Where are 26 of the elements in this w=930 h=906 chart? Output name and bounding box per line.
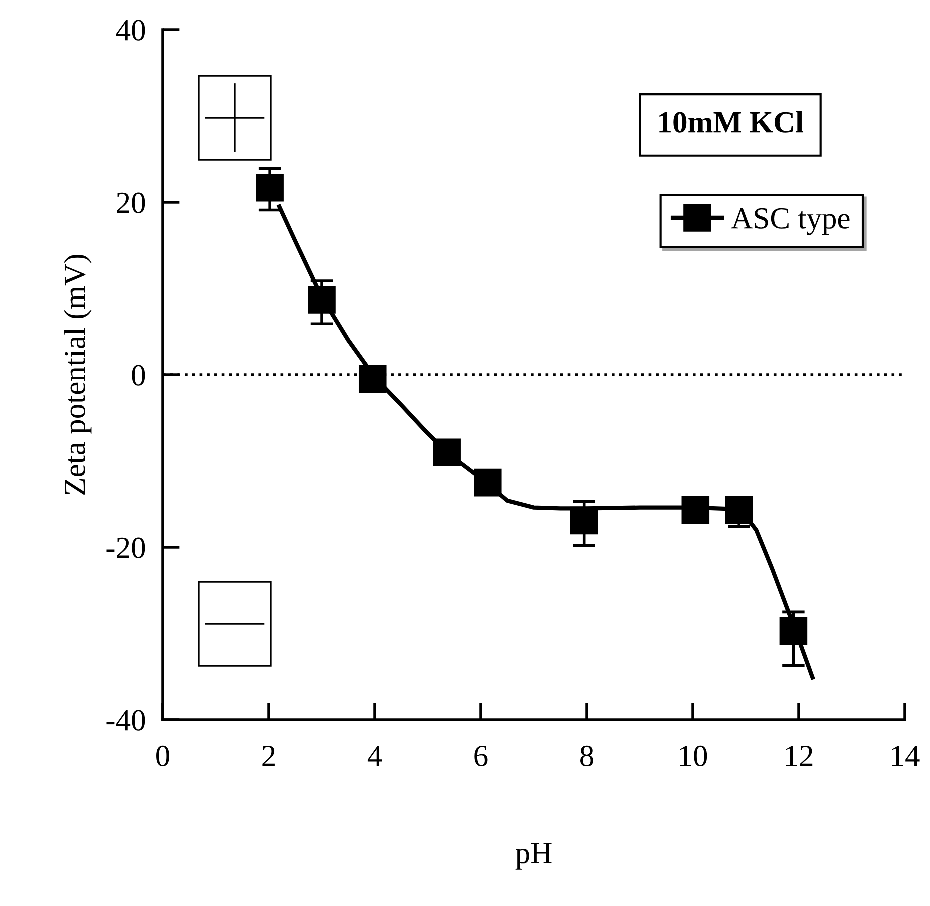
y-tick-label: -20: [106, 538, 146, 558]
y-tick-label: -40: [106, 710, 146, 731]
point: [474, 468, 502, 497]
y-tick-label: 40: [116, 20, 146, 41]
point: [256, 174, 284, 202]
x-tick-label: 4: [368, 746, 382, 766]
x-tick-label: 2: [262, 746, 275, 766]
y-tick-label: 0: [132, 365, 146, 386]
legend-label: ASC type: [731, 208, 850, 236]
x-tick-label: 14: [892, 746, 920, 766]
y-axis-title: Zeta potential (mV): [64, 255, 92, 495]
point: [433, 438, 461, 467]
x-axis-title: pH: [516, 843, 552, 870]
point: [725, 496, 753, 524]
x-tick-label: 0: [156, 746, 170, 767]
point: [780, 617, 808, 646]
x-tick-label: 8: [580, 746, 594, 767]
point: [358, 365, 387, 394]
annotation: 10mM KCl: [660, 111, 804, 133]
y-tick-label: 20: [117, 192, 146, 214]
point: [570, 506, 598, 535]
point: [308, 286, 336, 314]
x-tick-label: 6: [474, 746, 488, 767]
x-tick-label: 10: [680, 746, 708, 767]
x-tick-label: 12: [786, 746, 813, 766]
point: [682, 496, 710, 524]
